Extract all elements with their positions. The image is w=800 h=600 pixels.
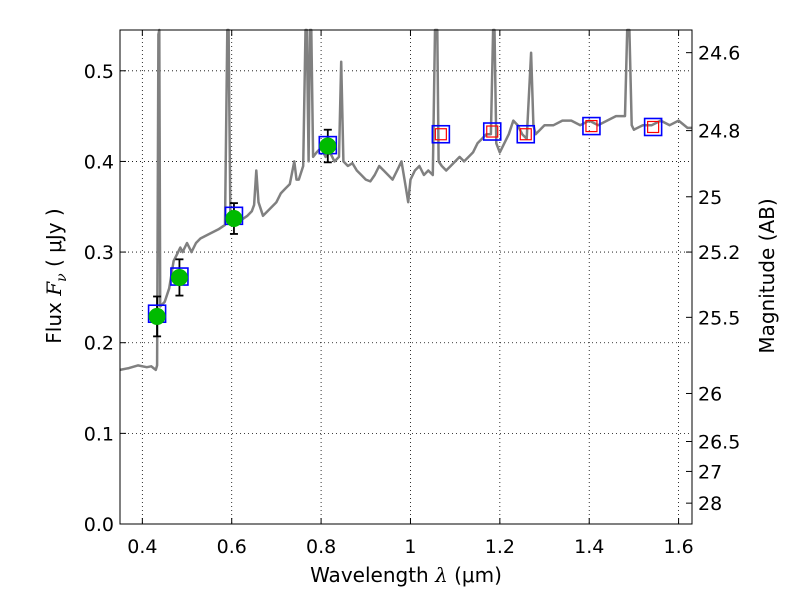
x-tick-label: 1.6 [663,536,693,558]
model-flux-square [516,124,536,144]
x-axis-label: Wavelength λ (μm) [310,563,502,587]
upper-limit-square [647,120,660,134]
model-flux-square [643,117,663,137]
observed-flux-point [170,268,188,286]
upper-limit-square [486,125,499,138]
y-tick-label: 0.0 [84,514,114,536]
x-tick-label: 1.2 [485,536,515,558]
upper-limit-square [585,119,598,133]
y2-tick-label: 26.5 [698,432,740,454]
y2-tick-label: 25 [698,187,722,209]
x-tick-label: 0.6 [217,536,247,558]
model-flux-square [582,116,601,136]
plot-frame [119,29,693,525]
y2-tick-label: 27 [698,461,722,483]
observed-flux-point [148,307,166,325]
upper-limit-square [519,128,532,141]
y-tick-label: 0.3 [84,242,114,264]
spectrum-line [119,28,692,372]
model-flux-square [431,124,451,144]
observed-flux-point [225,210,243,228]
tick-layer: 0.4 0.6 0.8 1 1.2 1.4 1.6 0.0 0.1 0.2 0.3 0.4 0.5 24.… [84,30,740,558]
x-tick-label: 0.8 [306,536,336,558]
x-tick-label: 1.4 [574,536,604,558]
x-tick-label: 0.4 [127,536,157,558]
spectrum-layer [119,28,692,372]
marker-layer [147,116,663,338]
y-tick-label: 0.2 [84,333,114,355]
y-axis-label: Flux Fν ( μJy ) [42,208,70,343]
y2-axis-label: Magnitude (AB) [755,198,779,353]
y2-tick-label: 24.6 [698,43,740,65]
grid-layer [120,30,692,525]
model-flux-square [482,122,502,141]
upper-limit-square [434,128,447,141]
y2-tick-label: 24.8 [698,121,740,143]
y-tick-label: 0.5 [84,61,114,83]
observed-flux-point [319,137,337,155]
x-tick-label: 1 [404,536,416,558]
y2-tick-label: 25.2 [698,242,740,264]
y-tick-label: 0.4 [84,151,114,173]
y-tick-label: 0.1 [84,423,114,445]
y2-tick-label: 26 [698,383,722,405]
y2-tick-label: 28 [698,493,722,515]
y2-tick-label: 25.5 [698,307,740,329]
